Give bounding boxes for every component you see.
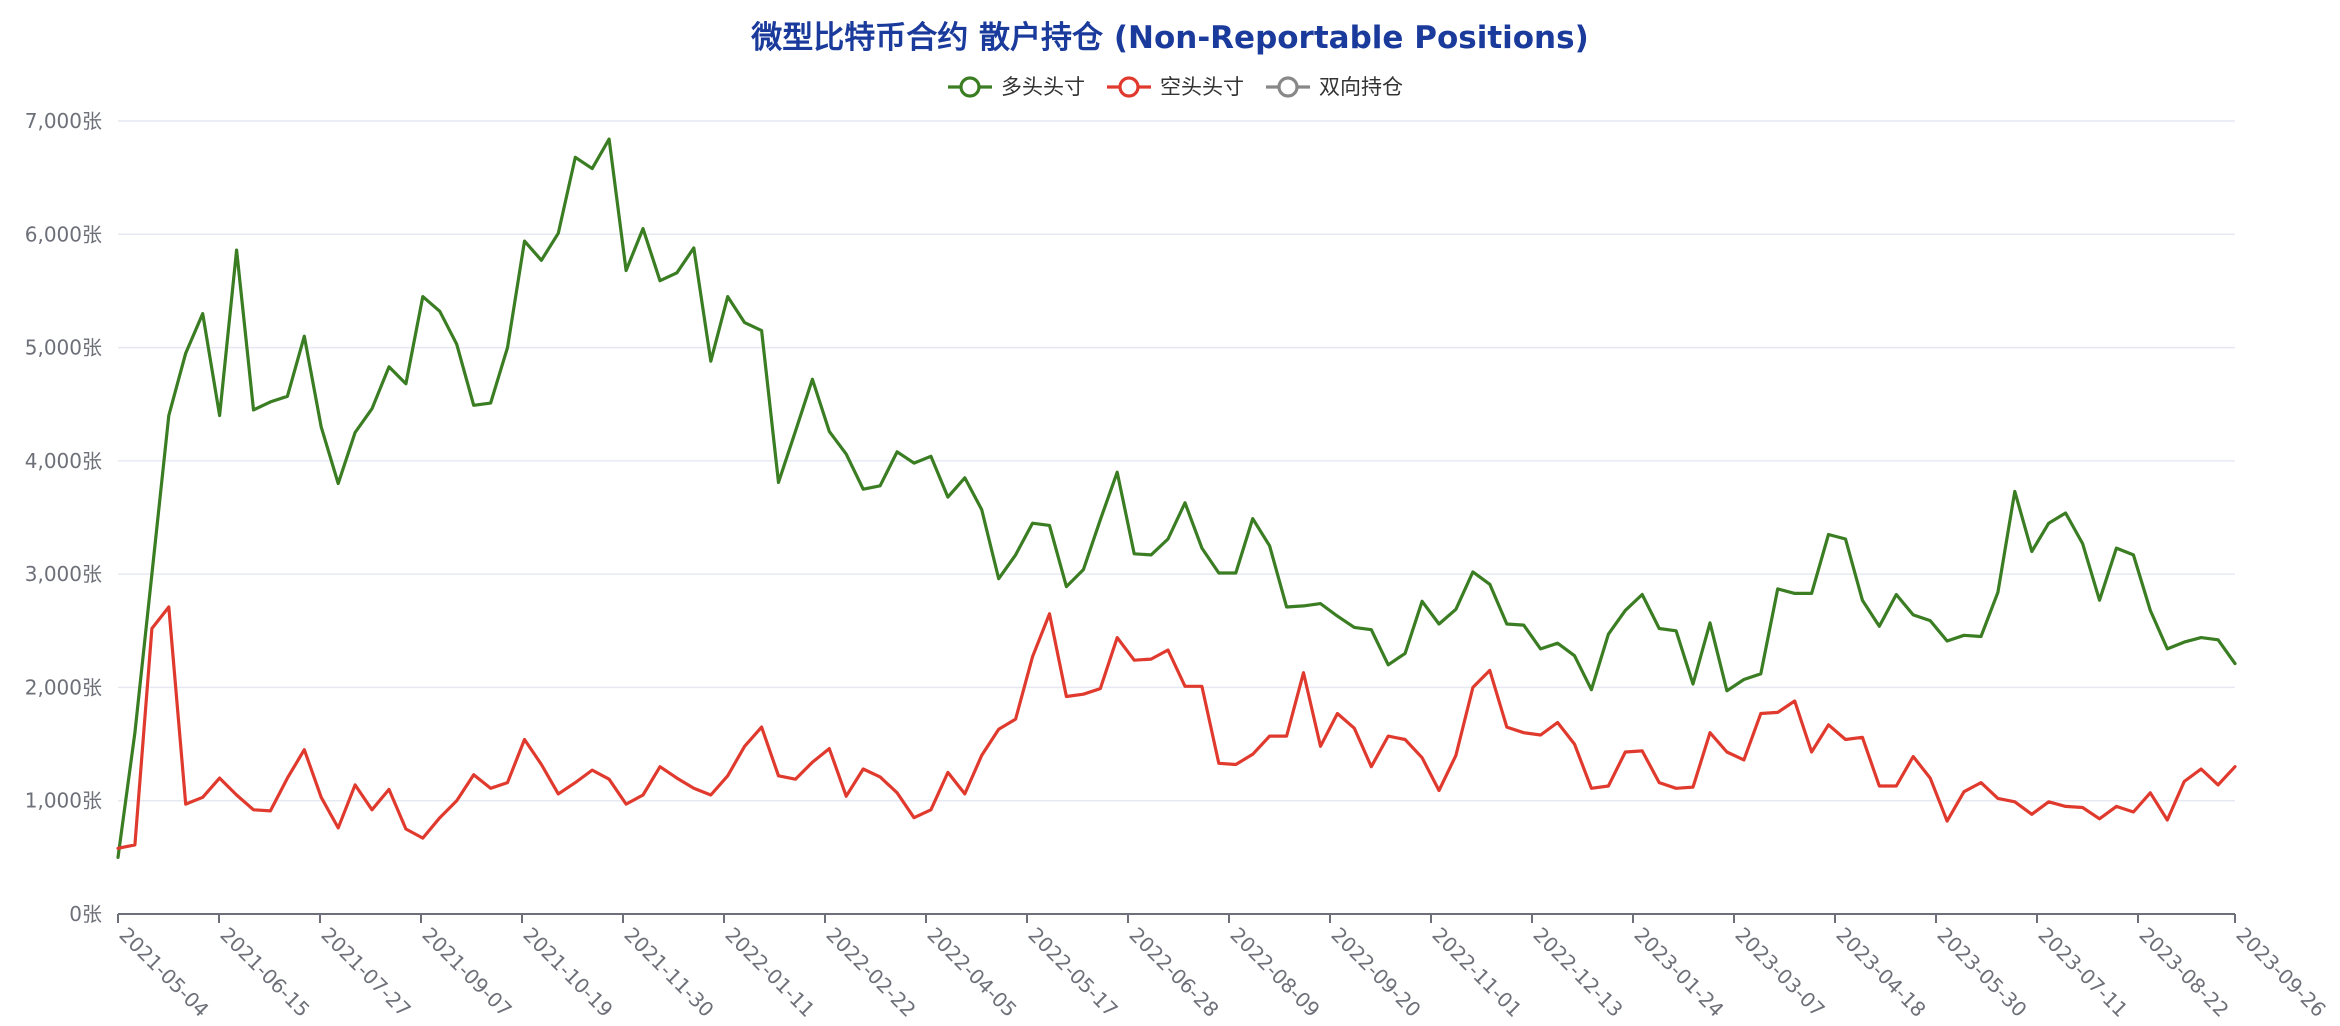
x-tick-label: 2022-04-05 <box>922 923 1021 1022</box>
x-tick-label: 2023-03-07 <box>1730 923 1829 1022</box>
legend-label: 空头头寸 <box>1160 75 1244 99</box>
series-line-0 <box>116 137 2237 860</box>
chart-title: 微型比特币合约 散户持仓 (Non-Reportable Positions) <box>750 20 1589 56</box>
x-tick-label: 2022-02-22 <box>821 923 920 1022</box>
x-tick-label: 2022-09-20 <box>1326 923 1425 1022</box>
legend-marker <box>959 76 981 98</box>
x-tick-label: 2021-11-30 <box>619 923 718 1022</box>
x-tick-label: 2021-05-04 <box>114 923 213 1022</box>
series-lines <box>116 137 2237 860</box>
x-tick-label: 2023-01-24 <box>1629 923 1728 1022</box>
x-tick-label: 2023-09-26 <box>2231 923 2330 1022</box>
x-tick-label: 2023-04-18 <box>1831 923 1930 1022</box>
x-tick-label: 2023-08-22 <box>2134 923 2233 1022</box>
x-tick-label: 2022-08-09 <box>1225 923 1324 1022</box>
x-tick-label: 2023-05-30 <box>1932 923 2031 1022</box>
legend-label: 多头头寸 <box>1001 75 1085 99</box>
y-tick-label: 4,000张 <box>25 449 102 473</box>
x-tick-label: 2021-09-07 <box>417 923 516 1022</box>
legend[interactable]: 多头头寸 空头头寸 双向持仓 <box>948 75 1403 99</box>
legend-item-2[interactable]: 双向持仓 <box>1266 75 1403 99</box>
legend-marker <box>1118 76 1140 98</box>
legend-item-1[interactable]: 空头头寸 <box>1107 75 1244 99</box>
y-axis: 0张 1,000张 2,000张 3,000张 4,000张 5,000张 6,000张 7,… <box>25 109 102 926</box>
legend-item-0[interactable]: 多头头寸 <box>948 75 1085 99</box>
x-tick-label: 2021-06-15 <box>215 923 314 1022</box>
legend-marker <box>1277 76 1299 98</box>
y-tick-label: 5,000张 <box>25 336 102 360</box>
x-tick-label: 2021-10-19 <box>518 923 617 1022</box>
x-tick-label: 2021-07-27 <box>316 923 415 1022</box>
x-tick-label: 2022-12-13 <box>1528 923 1627 1022</box>
y-tick-label: 0张 <box>69 902 102 926</box>
y-tick-label: 2,000张 <box>25 675 102 699</box>
x-tick-label: 2022-05-17 <box>1023 923 1122 1022</box>
y-tick-label: 3,000张 <box>25 562 102 586</box>
grid-lines <box>118 120 2235 802</box>
x-tick-label: 2023-07-11 <box>2033 923 2132 1022</box>
x-axis: 2021-05-04 2021-06-15 2021-07-27 2021-09-07… <box>114 913 2331 1022</box>
y-tick-label: 6,000张 <box>25 222 102 246</box>
y-tick-label: 7,000张 <box>25 109 102 133</box>
x-tick-label: 2022-06-28 <box>1124 923 1223 1022</box>
y-tick-label: 1,000张 <box>25 789 102 813</box>
legend-label: 双向持仓 <box>1319 75 1403 99</box>
x-tick-label: 2022-01-11 <box>720 923 819 1022</box>
series-line-1 <box>116 605 2237 850</box>
x-tick-label: 2022-11-01 <box>1427 923 1526 1022</box>
